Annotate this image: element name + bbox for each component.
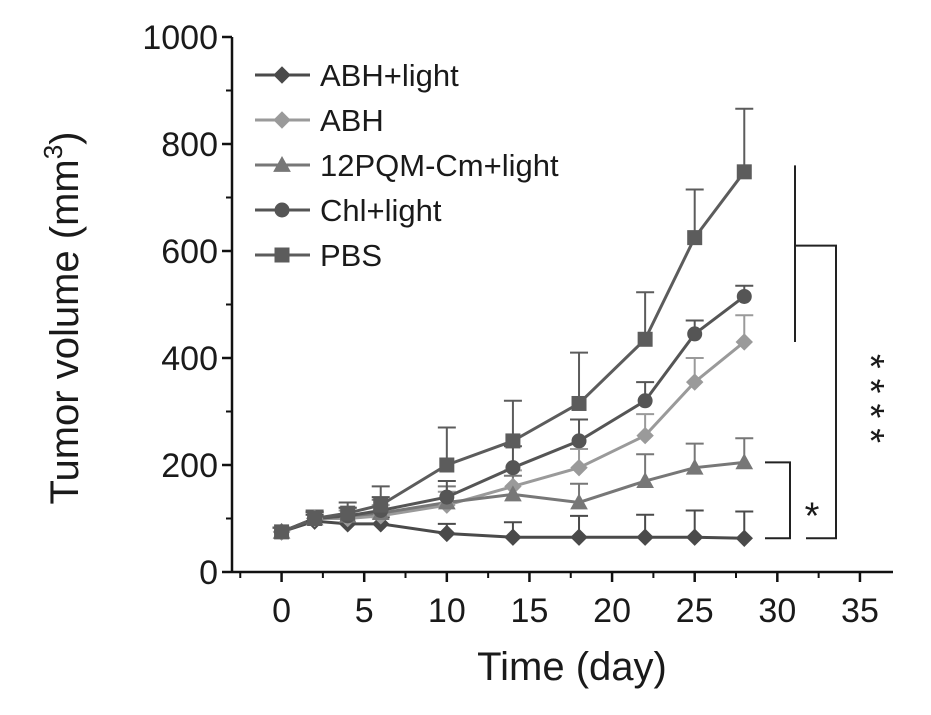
- data-point-pbs: [439, 457, 455, 473]
- data-point-abh-light: [735, 529, 753, 548]
- data-point-12pqm-cm-light: [570, 493, 588, 510]
- data-point-pbs: [571, 395, 587, 411]
- x-axis-title: Time (day): [477, 645, 667, 689]
- data-point-abh: [636, 426, 654, 445]
- data-point-abh-light: [504, 528, 522, 546]
- data-point-chl-light: [637, 393, 653, 409]
- y-tick-label: 400: [161, 340, 218, 378]
- data-point-pbs: [687, 230, 703, 246]
- significance-label-single: *: [805, 495, 820, 537]
- data-point-chl-light: [687, 326, 703, 342]
- data-point-pbs: [637, 331, 653, 347]
- y-axis-title-superscript: 3: [38, 145, 68, 159]
- data-point-pbs: [505, 433, 521, 449]
- significance-bracket-quad: [795, 244, 837, 540]
- y-tick-label: 600: [161, 233, 218, 271]
- y-tick-label: 200: [161, 447, 218, 485]
- data-point-12pqm-cm-light: [735, 453, 754, 470]
- legend-marker-pbs: [274, 247, 290, 263]
- data-point-pbs: [340, 505, 356, 521]
- y-axis-title: Tumor volume (mm3): [38, 131, 87, 504]
- data-point-12pqm-cm-light: [636, 472, 654, 488]
- legend-marker-chl-light: [274, 202, 290, 218]
- y-tick-label: 1000: [142, 19, 218, 57]
- series-line-abh-light: [281, 519, 745, 540]
- data-point-12pqm-cm-light: [504, 485, 522, 502]
- x-tick-label: 5: [355, 592, 374, 630]
- data-point-abh-light: [636, 528, 654, 546]
- legend-label-12pqm-cm-light: 12PQM-Cm+light: [320, 148, 559, 183]
- legend-label-abh-light: ABH+light: [320, 58, 459, 93]
- data-point-abh-light: [570, 528, 588, 546]
- x-tick-label: 35: [841, 592, 879, 630]
- data-point-abh: [735, 333, 753, 351]
- data-point-abh-light: [438, 524, 456, 543]
- legend-label-pbs: PBS: [320, 238, 382, 273]
- legend-label-abh: ABH: [320, 103, 384, 138]
- data-point-pbs: [307, 511, 323, 526]
- series-line-pbs: [281, 170, 746, 534]
- legend-marker-abh: [273, 111, 291, 129]
- significance-bracket-single: [765, 461, 791, 540]
- legend-label-chl-light: Chl+light: [320, 193, 442, 228]
- x-tick-label: 10: [428, 592, 466, 630]
- data-point-abh: [570, 458, 588, 477]
- data-point-pbs: [373, 497, 389, 513]
- data-point-abh: [685, 373, 704, 391]
- y-tick-label: 800: [161, 126, 218, 164]
- x-tick-label: 30: [758, 592, 796, 630]
- data-point-pbs: [274, 524, 290, 540]
- significance-label-quad: ****: [849, 354, 891, 453]
- data-point-abh-light: [685, 528, 704, 546]
- x-tick-label: 15: [511, 592, 549, 630]
- x-tick-label: 20: [593, 592, 631, 630]
- data-point-chl-light: [736, 288, 752, 304]
- legend-marker-abh-light: [273, 66, 291, 84]
- data-point-pbs: [736, 164, 752, 180]
- data-point-chl-light: [439, 489, 455, 505]
- x-tick-label: 25: [676, 592, 714, 630]
- y-axis-title-main: Tumor volume (mm: [43, 159, 87, 504]
- x-tick-label: 0: [272, 592, 291, 630]
- y-axis-title-close: ): [43, 131, 87, 144]
- data-point-chl-light: [571, 433, 587, 449]
- legend-marker-12pqm-cm-light: [273, 155, 291, 172]
- data-point-chl-light: [505, 460, 521, 476]
- data-point-12pqm-cm-light: [685, 458, 704, 475]
- y-tick-label: 0: [199, 554, 218, 592]
